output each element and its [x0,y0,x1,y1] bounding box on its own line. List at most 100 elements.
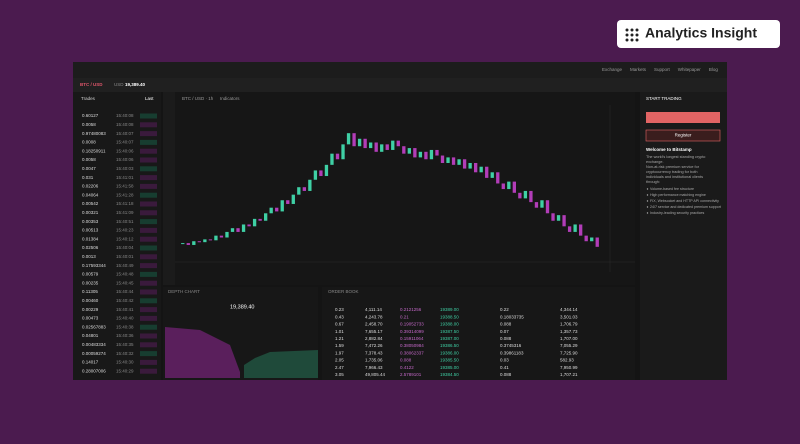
candle [462,159,467,169]
trade-amount: 0.00321 [82,210,99,215]
order-cell: 7,655.17 [365,329,383,334]
toolbar-indicators[interactable]: Indicators [220,96,240,101]
candle [252,218,257,227]
order-cell: 0.088 [500,322,512,327]
order-cell: 2,882.84 [365,336,383,341]
order-cell: 0.39314099 [400,329,424,334]
candle [396,140,400,147]
trade-bar [140,359,157,365]
order-cell: 19388.50 [440,314,459,319]
trades-tab[interactable]: Last [145,96,154,101]
trade-amount: 0.00513 [82,228,99,233]
order-cell: 1.59 [335,343,344,348]
trade-time: 15:40:12 [116,236,134,241]
signup-bullet: Industry-leading security practices [650,211,705,215]
nav-link[interactable]: Whitepaper [678,67,702,72]
order-book-panel [322,287,635,380]
candle [534,202,539,208]
trade-bar [140,122,157,128]
trade-time: 15:41:58 [116,184,134,189]
trade-time: 15:40:07 [116,131,134,136]
price-label: USD [114,82,124,87]
trade-amount: 0.17593344 [82,263,106,268]
candle [286,200,290,204]
nav-link[interactable]: Support [654,67,671,72]
candle [496,172,500,184]
trade-amount: 0.00059274 [82,351,106,356]
trade-amount: 0.00542 [82,201,99,206]
candle [192,241,196,245]
signup-heading: Welcome to Bitstamp [646,147,692,152]
trade-time: 15:40:36 [116,333,134,338]
order-cell: 0.3745316 [500,343,522,348]
order-book-title: ORDER BOOK [328,289,359,294]
candle [402,146,406,154]
order-cell: 0.088 [500,372,512,377]
pair[interactable]: BTC / USD [80,82,103,87]
candle [545,200,550,214]
signup-bullet: Volume-based fee structure [650,187,694,191]
logo-box [617,20,780,48]
candle [341,144,345,160]
order-cell: 1,707.21 [560,372,578,377]
candle [369,142,373,149]
trade-bar [140,298,157,304]
toolbar-pair[interactable]: BTC / USD · 1h [182,96,214,101]
trade-time: 15:40:01 [116,254,134,259]
order-cell: 0.39861183 [500,350,524,355]
email-input[interactable] [646,112,720,123]
candle [551,213,555,221]
order-cell: 1.97 [335,350,344,355]
trade-amount: 0.18250911 [82,148,106,153]
signup-line: Non-at-risk premium service for [646,165,700,169]
candle [529,190,533,203]
signup-bullet: High performance matching engine [650,193,706,197]
candle [584,235,588,242]
candle [391,140,395,150]
trade-bar [140,148,157,154]
order-cell: 19386.00 [440,350,459,355]
order-cell: 0.38062337 [400,350,424,355]
asks-area [244,350,318,378]
trades-tab[interactable]: Trades [81,96,96,101]
register-label[interactable]: Register [675,133,692,138]
trade-bar [140,245,157,251]
trade-amount: 0.02506 [82,245,99,250]
trade-amount: 0.60127 [82,113,99,118]
trades-rows: 0.60127 15:40:08 0.0058 15:40:08 0.97480083 1… [82,113,157,374]
trade-bar [140,113,157,119]
trade-amount: 0.00229 [82,307,99,312]
trade-amount: 0.00460 [82,298,99,303]
nav-link[interactable]: Exchange [602,67,623,72]
order-cell: 19385.50 [440,358,459,363]
trade-amount: 0.00235 [82,280,99,285]
candle [374,142,378,152]
signup-line: through: [646,180,660,184]
trade-time: 15:41:01 [116,175,134,180]
trade-time: 15:40:45 [116,280,134,285]
nav-link[interactable]: Markets [630,67,647,72]
trade-bar [140,351,157,357]
signup-bullet: 24/7 service and dedicated premium suppo… [650,205,721,209]
trade-amount: 0.04801 [82,333,99,338]
trade-bar [140,315,157,321]
trade-amount: 0.00579 [82,272,99,277]
register-button[interactable] [645,129,721,142]
nav-link[interactable]: Blog [709,67,719,72]
candle [236,228,240,232]
order-cell: 0.67 [335,322,344,327]
candle [440,155,445,163]
candle [324,164,329,177]
trade-time: 15:40:40 [116,316,134,321]
bullet-dot [646,194,649,196]
order-cell: 7,950.99 [560,365,578,370]
candle [512,181,516,193]
trade-amount: 0.01384 [82,236,99,241]
candle [435,149,439,156]
candle [595,237,599,247]
trade-amount: 0.00353 [82,219,99,224]
candle [567,226,572,232]
trade-bar [140,342,157,348]
